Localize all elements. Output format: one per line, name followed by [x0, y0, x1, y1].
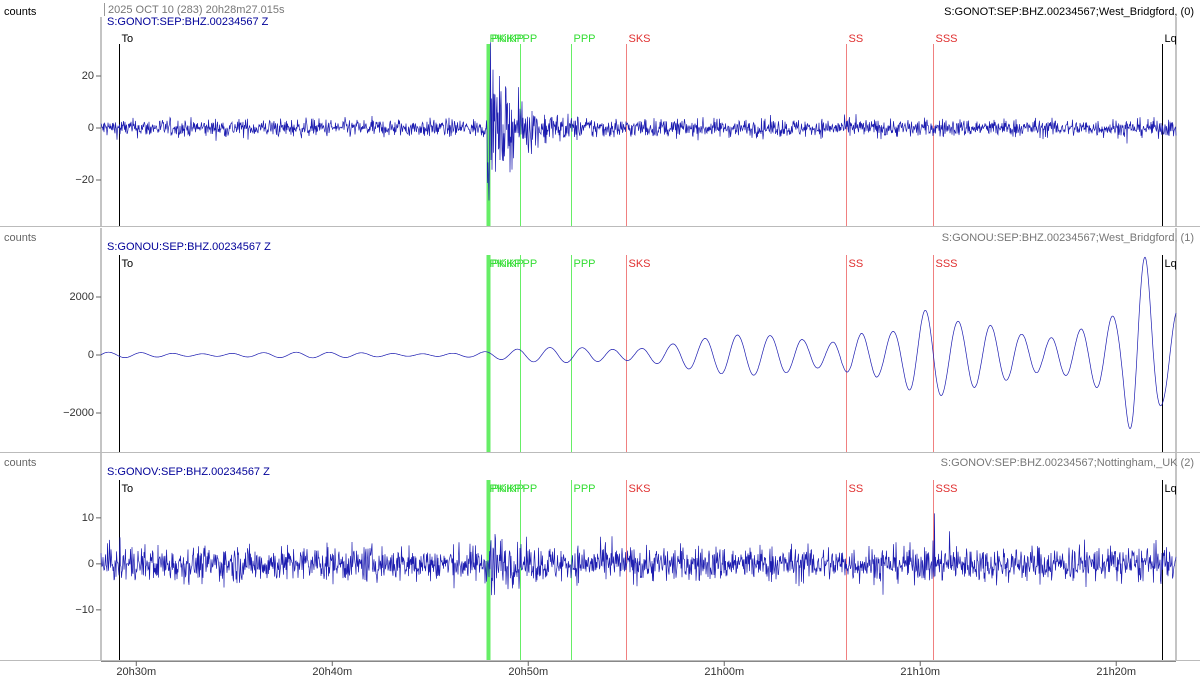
waveform	[100, 513, 1177, 596]
phase-label: SKS	[629, 483, 651, 495]
y-tick-label: 0	[88, 349, 94, 361]
phase-label: PP	[523, 33, 538, 45]
y-tick-label: 20	[82, 70, 94, 82]
trace-station: S:GONOU:SEP:BHZ.00234567;West_Bridgford,…	[942, 232, 1194, 244]
y-tick-label: −10	[75, 604, 94, 616]
waveform	[100, 256, 1177, 430]
phase-label: SSS	[936, 483, 958, 495]
phase-label: Lq	[1165, 258, 1177, 270]
phase-label: SSS	[936, 33, 958, 45]
phase-label: PKiKP	[490, 483, 522, 495]
y-tick-label: 0	[88, 558, 94, 570]
phase-label: SSS	[936, 258, 958, 270]
x-tick-label: 20h50m	[508, 666, 548, 678]
y-tick-label: 0	[88, 122, 94, 134]
phase-label: PPP	[574, 483, 596, 495]
y-tick-label: 10	[82, 512, 94, 524]
phase-label: SS	[849, 483, 864, 495]
phase-label: SS	[849, 33, 864, 45]
trace-name: S:GONOT:SEP:BHZ.00234567 Z	[107, 16, 269, 28]
trace-name: S:GONOU:SEP:BHZ.00234567 Z	[107, 241, 271, 253]
phase-label: SKS	[629, 258, 651, 270]
phase-label: PKiKP	[490, 258, 522, 270]
time-axis-bg	[0, 661, 1200, 679]
y-axis-label: counts	[4, 232, 37, 244]
trace-name: S:GONOV:SEP:BHZ.00234567 Z	[107, 466, 270, 478]
x-tick-label: 21h00m	[704, 666, 744, 678]
phase-label: PKiKP	[490, 33, 522, 45]
phase-label: SKS	[629, 33, 651, 45]
phase-label: PKIKP	[492, 258, 524, 270]
y-tick-label: −2000	[63, 407, 94, 419]
phase-label: Lq	[1165, 483, 1177, 495]
x-tick-label: 20h30m	[116, 666, 156, 678]
trace-station: S:GONOV:SEP:BHZ.00234567;Nottingham,_UK …	[941, 457, 1194, 469]
phase-label: PPP	[574, 258, 596, 270]
y-tick-label: −20	[75, 174, 94, 186]
phase-label: To	[122, 258, 134, 270]
phase-label: Lq	[1165, 33, 1177, 45]
phase-label: PP	[523, 258, 538, 270]
phase-label: To	[122, 33, 134, 45]
x-tick-label: 20h40m	[312, 666, 352, 678]
header-date: 2025 OCT 10 (283) 20h28m27.015s	[108, 4, 285, 16]
y-axis-label: counts	[4, 6, 37, 18]
phase-label: PKIKP	[492, 483, 524, 495]
trace-station: S:GONOT:SEP:BHZ.00234567;West_Bridgford,…	[944, 6, 1194, 18]
phase-label: PP	[523, 483, 538, 495]
x-tick-label: 21h20m	[1096, 666, 1136, 678]
phase-label: PKIKP	[492, 33, 524, 45]
phase-label: SS	[849, 258, 864, 270]
x-tick-label: 21h10m	[900, 666, 940, 678]
waveform	[100, 42, 1177, 201]
phase-label: To	[122, 483, 134, 495]
y-axis-label: counts	[4, 457, 37, 469]
phase-label: PPP	[574, 33, 596, 45]
y-tick-label: 2000	[70, 291, 94, 303]
